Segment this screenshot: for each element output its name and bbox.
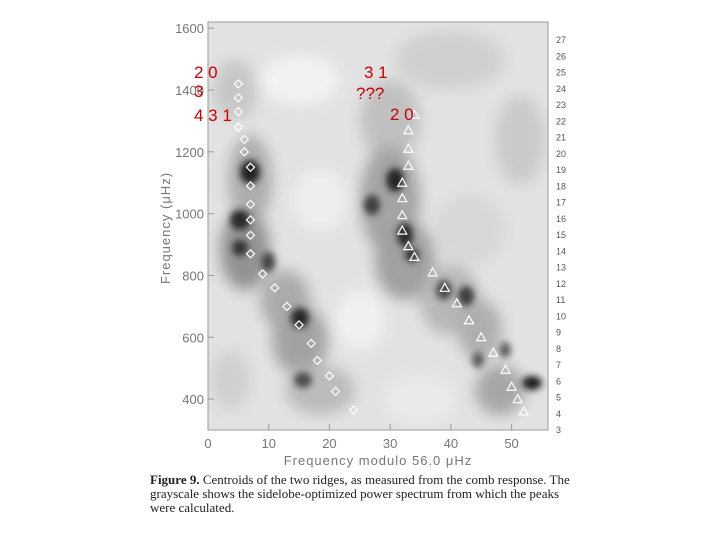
right-tick-label: 15 (556, 230, 566, 240)
triangle-marker (518, 405, 530, 416)
triangle-marker (451, 297, 463, 308)
diamond-marker (312, 355, 323, 366)
triangle-marker (402, 160, 414, 170)
right-tick-label: 3 (556, 425, 561, 435)
diamond-marker (239, 134, 250, 145)
diamond-marker (245, 230, 256, 241)
right-tick-label: 24 (556, 84, 566, 94)
triangle-marker (396, 192, 408, 203)
x-tick-label: 50 (504, 436, 518, 451)
triangle-marker (427, 266, 439, 277)
diamond-marker (233, 78, 244, 89)
diamond-marker (233, 106, 244, 117)
right-tick-label: 8 (556, 344, 561, 354)
diamond-marker (330, 386, 341, 397)
x-tick-label: 20 (322, 436, 336, 451)
triangle-marker (487, 347, 499, 357)
y-axis-label: Frequency (μHz) (158, 172, 173, 284)
power-spectrum-heatmap (208, 22, 548, 430)
right-axis-ticks: 3 4 5 6 7 8 9 10 11 12 13 14 15 16 17 18 19 20 21 22 23 24 25 2… (556, 35, 566, 435)
triangle-marker (512, 393, 524, 404)
diamond-marker (257, 269, 268, 279)
diamond-marker (233, 92, 244, 103)
right-tick-label: 11 (556, 295, 565, 305)
right-tick-label: 17 (556, 198, 566, 208)
right-tick-label: 23 (556, 100, 566, 110)
ridge-centroid-markers (233, 78, 530, 416)
annotation-question: ??? (356, 84, 384, 103)
right-tick-label: 27 (556, 35, 566, 45)
annotation-2-0-right: 2 0 (390, 105, 414, 124)
diamond-marker (245, 199, 256, 210)
right-tick-label: 13 (556, 263, 566, 273)
triangle-marker (475, 331, 487, 342)
diamond-marker (245, 162, 256, 173)
y-tick-label: 1200 (175, 145, 204, 160)
right-tick-label: 6 (556, 376, 561, 386)
caption-figure-label: Figure 9. (150, 472, 200, 487)
triangle-marker (439, 282, 451, 292)
right-tick-label: 10 (556, 311, 566, 321)
right-tick-label: 19 (556, 165, 566, 175)
x-tick-label: 30 (383, 436, 397, 451)
figure-caption: Figure 9. Centroids of the two ridges, a… (150, 473, 580, 515)
diamond-marker (245, 214, 256, 225)
y-tick-label: 800 (182, 268, 204, 283)
right-tick-label: 20 (556, 149, 566, 159)
right-tick-label: 12 (556, 279, 566, 289)
right-tick-label: 21 (556, 133, 566, 143)
diamond-marker (294, 320, 304, 330)
y-tick-label: 600 (182, 330, 204, 345)
right-tick-label: 9 (556, 328, 561, 338)
right-tick-label: 5 (556, 393, 561, 403)
caption-text: Centroids of the two ridges, as measured… (150, 472, 570, 515)
diamond-marker (245, 180, 256, 191)
x-tick-label: 40 (444, 436, 458, 451)
right-tick-label: 16 (556, 214, 566, 224)
right-tick-label: 26 (556, 51, 566, 61)
right-tick-label: 7 (556, 360, 561, 370)
right-tick-label: 4 (556, 409, 561, 419)
annotation-3-1: 3 1 (364, 63, 388, 82)
diamond-marker (245, 248, 256, 259)
y-tick-label: 1000 (175, 207, 204, 222)
plot-frame (207, 21, 549, 431)
y-axis-ticks: 400 600 800 1000 1200 1400 1600 (175, 21, 214, 407)
annotation-3-left: 3 (194, 82, 203, 101)
x-tick-label: 10 (261, 436, 275, 451)
y-tick-label: 1400 (175, 83, 204, 98)
triangle-marker (396, 209, 408, 220)
diamond-marker (233, 122, 244, 132)
triangle-marker (408, 251, 420, 262)
x-axis-label: Frequency modulo 56.0 μHz (284, 453, 473, 468)
diamond-marker (348, 405, 359, 415)
x-tick-label: 0 (204, 436, 211, 451)
triangle-marker (402, 240, 414, 251)
y-tick-label: 400 (182, 392, 204, 407)
diamond-marker (324, 371, 335, 381)
triangle-marker (396, 177, 408, 187)
y-tick-label: 1600 (175, 21, 204, 36)
triangle-marker (402, 143, 414, 153)
diamond-marker (306, 338, 317, 349)
triangle-marker (408, 109, 420, 119)
diamond-marker (282, 301, 292, 312)
right-tick-label: 18 (556, 181, 566, 191)
triangle-marker (499, 364, 512, 374)
triangle-marker (402, 124, 414, 135)
annotation-2-0-left: 2 0 (194, 63, 218, 82)
annotation-4-3-1: 4 3 1 (194, 106, 232, 125)
right-tick-label: 25 (556, 68, 566, 78)
x-axis-ticks: 0 10 20 30 40 50 (204, 424, 519, 451)
diamond-marker (239, 146, 250, 157)
triangle-marker (396, 224, 408, 235)
right-tick-label: 22 (556, 116, 566, 126)
diamond-marker (269, 282, 280, 293)
right-tick-label: 14 (556, 246, 566, 256)
triangle-marker (463, 314, 475, 325)
triangle-marker (506, 381, 518, 391)
